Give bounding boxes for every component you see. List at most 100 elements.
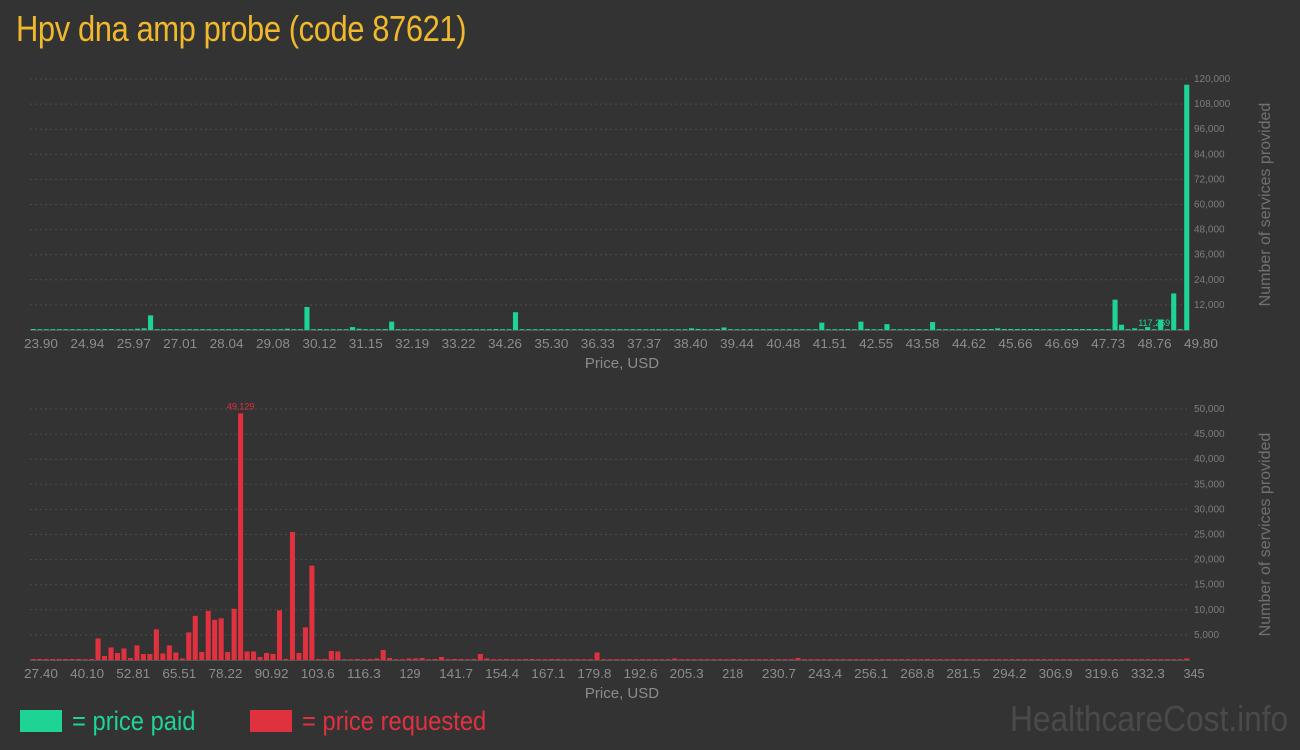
requested-bar [380, 649, 386, 660]
legend-requested-label: = price requested [302, 705, 487, 736]
requested-bar [419, 657, 425, 660]
requested-bar [192, 615, 198, 660]
requested-bar [1048, 659, 1054, 660]
paid-x-tick-label: 49.80 [1184, 336, 1218, 351]
paid-bar [695, 328, 701, 330]
paid-x-tick-label: 27.01 [163, 336, 197, 351]
requested-bar [225, 651, 231, 660]
requested-bar [905, 659, 911, 660]
paid-bar [610, 329, 616, 330]
requested-bar [989, 659, 995, 660]
paid-bar [506, 329, 512, 330]
requested-bar [626, 659, 632, 660]
requested-bar [1009, 659, 1015, 660]
paid-bar [206, 329, 212, 330]
paid-bar [148, 315, 154, 330]
paid-bar [1138, 329, 1144, 330]
paid-bar [200, 329, 206, 330]
legend-price-paid: = price paid [20, 705, 212, 737]
requested-x-tick-label: 52.81 [116, 666, 150, 681]
paid-bar [356, 328, 362, 331]
paid-bar [395, 329, 401, 330]
paid-bar [95, 329, 101, 330]
paid-x-tick-label: 32.19 [395, 336, 429, 351]
requested-bar [1171, 659, 1177, 660]
requested-bar [717, 659, 723, 660]
paid-bar [154, 329, 160, 330]
paid-x-tick-label: 41.51 [813, 336, 847, 351]
requested-x-tick-label: 65.51 [162, 666, 196, 681]
requested-y-tick-label: 5,000 [1194, 630, 1219, 641]
watermark: HealthcareCost.info [1009, 698, 1288, 739]
paid-bar [1092, 329, 1099, 330]
paid-bar [1171, 293, 1177, 330]
paid-bar [493, 329, 499, 330]
price-requested-chart: 5,000 10,000 15,000 20,000 25,000 30,000 35,00… [24, 401, 1274, 702]
requested-bar [704, 659, 710, 660]
paid-bar [499, 329, 506, 330]
requested-bar [834, 659, 840, 660]
requested-x-tick-label: 103.6 [301, 666, 335, 681]
requested-bar [1054, 659, 1060, 660]
paid-bar [545, 329, 551, 330]
requested-bar [199, 651, 205, 660]
legend-price-requested: = price requested [250, 705, 511, 737]
paid-bar [604, 329, 610, 330]
paid-bar [408, 329, 414, 330]
paid-bar [741, 329, 747, 330]
requested-bar [950, 659, 956, 660]
requested-bar [160, 653, 166, 660]
paid-bar [245, 329, 251, 330]
requested-bar [678, 659, 684, 660]
paid-y-tick-label: 72,000 [1194, 174, 1225, 185]
paid-bar [806, 329, 812, 330]
paid-bar [1151, 329, 1157, 330]
requested-x-tick-label: 205.3 [670, 666, 704, 681]
requested-bar [996, 659, 1002, 660]
paid-bar [1079, 329, 1086, 330]
requested-bar [892, 659, 898, 660]
requested-bar [341, 659, 347, 660]
paid-bar [56, 329, 62, 330]
paid-bar [851, 329, 857, 330]
requested-bar [976, 659, 982, 660]
requested-y-tick-label: 50,000 [1194, 404, 1225, 415]
paid-bar [369, 329, 375, 330]
requested-bar [50, 659, 56, 660]
paid-bar [734, 329, 740, 330]
requested-bar [536, 659, 542, 660]
requested-bar [244, 651, 250, 660]
paid-bar [1086, 329, 1092, 330]
requested-bar [147, 653, 153, 660]
requested-bar [251, 651, 257, 660]
requested-bar [918, 659, 924, 660]
requested-bar [801, 659, 807, 660]
paid-bar [258, 329, 264, 330]
requested-bar [1080, 659, 1086, 660]
requested-bar [983, 659, 989, 660]
paid-bar [786, 329, 792, 330]
paid-bar [552, 329, 558, 330]
requested-bar [672, 658, 678, 660]
requested-bar [1119, 659, 1125, 660]
requested-bar [1087, 659, 1093, 660]
requested-bar [134, 645, 140, 660]
requested-bar [127, 657, 133, 660]
paid-bar [656, 329, 662, 330]
paid-bar [793, 329, 799, 330]
requested-bar [594, 652, 600, 660]
requested-bar [542, 659, 548, 660]
paid-bar [323, 329, 330, 330]
requested-y-tick-label: 10,000 [1194, 605, 1225, 616]
requested-bar [348, 659, 354, 660]
paid-bar [467, 329, 473, 330]
requested-bar [406, 658, 412, 660]
requested-bar [257, 656, 263, 660]
requested-x-tick-label: 90.92 [255, 666, 289, 681]
paid-bar [134, 328, 141, 331]
requested-x-tick-label: 116.3 [347, 666, 381, 681]
paid-bar [89, 329, 95, 330]
requested-bar [639, 659, 645, 660]
requested-bar [1125, 659, 1131, 660]
requested-bar [646, 659, 652, 660]
